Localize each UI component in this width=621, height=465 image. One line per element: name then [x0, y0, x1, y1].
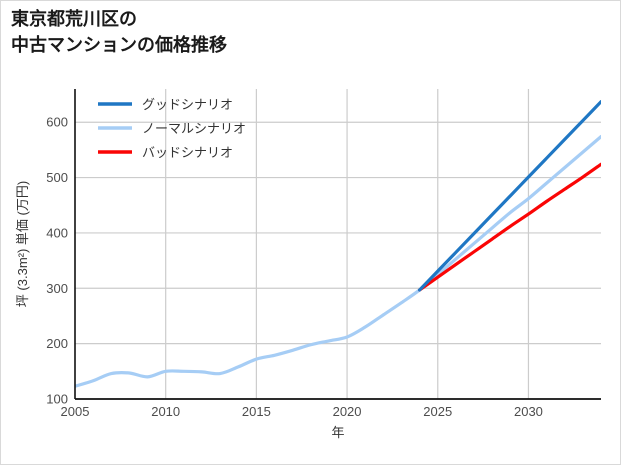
series-line [75, 135, 601, 388]
x-tick-label: 2010 [151, 404, 180, 419]
chart-title: 東京都荒川区の 中古マンションの価格推移 [11, 9, 227, 55]
series-line [418, 100, 601, 292]
y-tick-label: 200 [46, 336, 68, 351]
vertical-gridlines [165, 89, 530, 399]
x-axis-title: 年 [331, 425, 344, 440]
y-tick-label: 500 [46, 170, 68, 185]
y-tick-label: 100 [46, 392, 68, 407]
legend-label: グッドシナリオ [142, 97, 233, 112]
plot-background [75, 89, 601, 399]
x-tick-label: 2020 [333, 404, 362, 419]
x-tick-label: 2005 [61, 404, 90, 419]
legend-label: ノーマルシナリオ [142, 121, 246, 136]
y-tick-label: 400 [46, 225, 68, 240]
legend-label: バッドシナリオ [142, 145, 233, 160]
x-tick-label: 2015 [242, 404, 271, 419]
y-tick-label: 600 [46, 115, 68, 130]
y-axis-tick-labels: 100 200 300 400 500 600 [46, 115, 68, 407]
series-line [418, 162, 601, 292]
x-tick-label: 2030 [514, 404, 543, 419]
y-axis-title: 坪 (3.3m²) 単価 (万円) [15, 181, 30, 307]
x-tick-label: 2025 [423, 404, 452, 419]
data-series-group [75, 100, 601, 388]
x-axis-tick-labels: 2005 2010 2015 2020 2025 2030 [61, 404, 543, 419]
y-tick-label: 300 [46, 281, 68, 296]
